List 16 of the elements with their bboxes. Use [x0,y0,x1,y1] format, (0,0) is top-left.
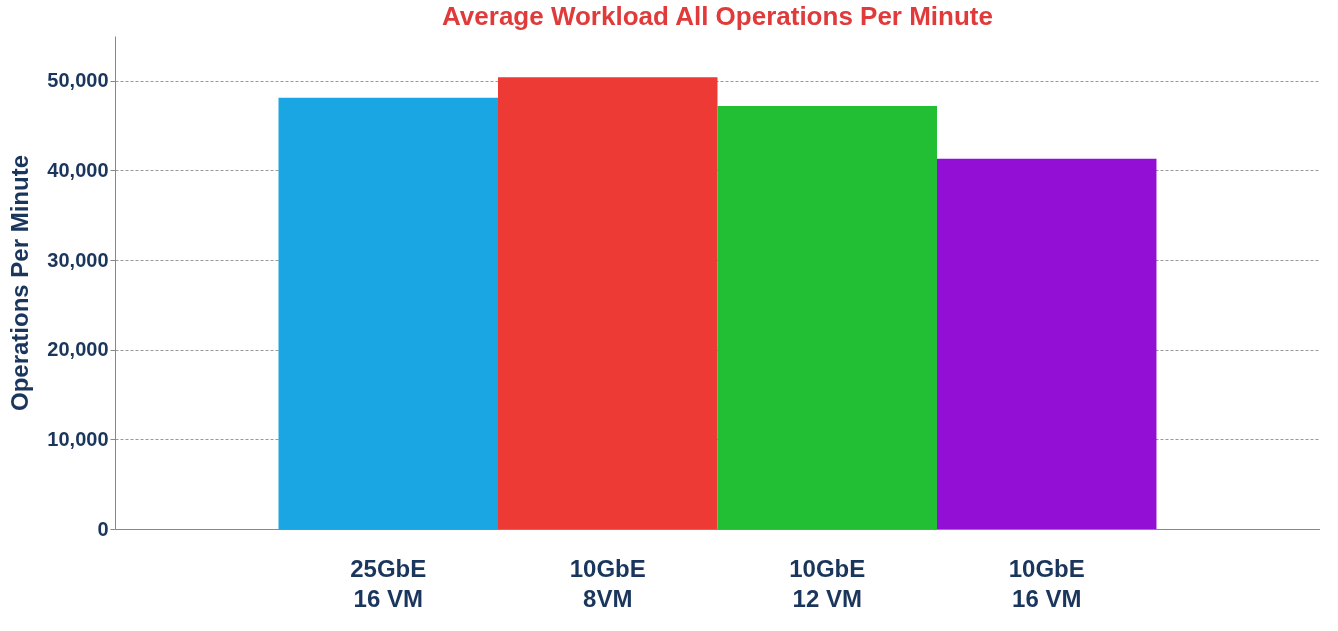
y-tick-label: 30,000 [47,248,109,271]
y-tick-label: 40,000 [47,158,109,181]
bar [717,105,937,529]
y-tick-label: 20,000 [47,338,109,361]
y-axis-title: Operations Per Minute [6,154,34,412]
y-tick-label: 50,000 [47,69,109,92]
bar [936,158,1157,529]
x-tick-label: 25GbE 16 VM [350,554,427,612]
x-tick-label: 10GbE 12 VM [789,554,866,612]
bar [278,97,499,529]
x-tick-label: 10GbE 16 VM [1008,554,1085,612]
chart-title: Average Workload All Operations Per Minute [442,1,993,31]
y-tick-label: 10,000 [47,427,109,450]
y-tick-label: 0 [97,517,109,540]
x-tick-label: 10GbE 8VM [569,554,646,612]
bar [498,77,718,529]
